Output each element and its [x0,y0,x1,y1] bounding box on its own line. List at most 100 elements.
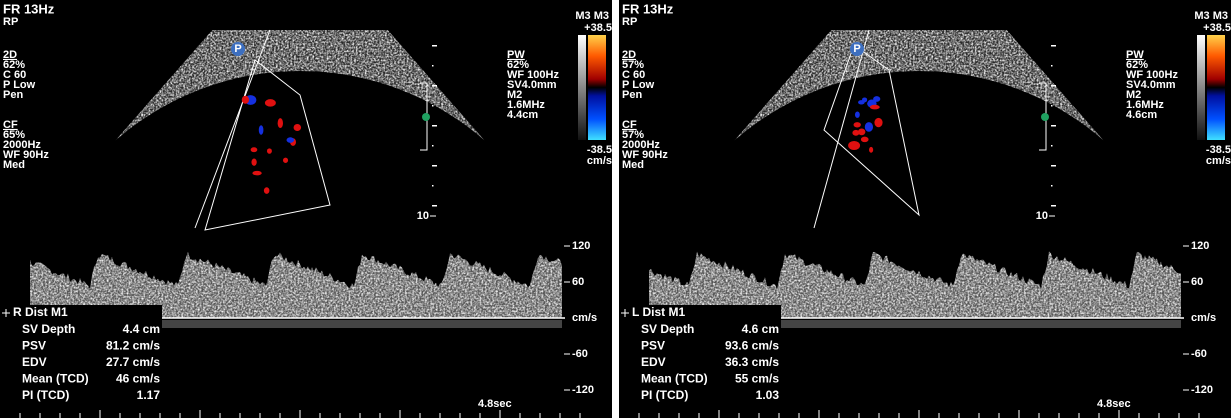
ultrasound-panel: PFR 13HzRP2D57%C 60P LowPenCF57%2000HzWF… [619,0,1231,418]
depth-dot [1051,185,1053,187]
color-flow-spot [848,141,860,150]
color-bar-mode: M3 M3 [575,10,609,22]
measurement-title: L Dist M1 [632,305,685,319]
pw-line: 4.6cm [1126,109,1157,121]
depth-dot [1051,105,1053,107]
measurement-value: 1.03 [756,388,780,402]
measurement-label: Mean (TCD) [22,372,89,386]
depth-dot [1051,45,1056,47]
probe-icon-label: P [853,43,860,55]
color-bar [588,35,606,140]
color-flow-spot [873,96,880,102]
color-flow-spot [870,105,880,110]
color-flow-spot [251,159,256,166]
color-flow-spot [865,122,873,132]
depth-dot [432,45,437,47]
time-label: 4.8sec [1097,398,1131,410]
depth-dot [432,85,437,87]
param-line: Pen [622,89,642,101]
measurement-value: 27.7 cm/s [106,355,160,369]
frame-rate: FR 13Hz [3,1,55,16]
preset: RP [622,16,637,28]
velocity-tick-label: -120 [572,384,594,396]
depth-dot [1051,145,1053,147]
depth-dot [432,65,434,67]
focus-marker [1041,113,1049,121]
pw-line: 4.4cm [507,109,538,121]
color-flow-spot [855,111,860,117]
color-flow-spot [869,147,873,153]
param-line: Med [622,159,644,171]
depth-dot [432,125,437,127]
color-flow-spot [265,99,276,107]
measurement-label: SV Depth [641,322,694,336]
param-line: Med [3,159,25,171]
color-bar-gray [578,35,586,140]
measurement-label: SV Depth [22,322,75,336]
spectrum-below [779,320,1181,328]
measurement-label: EDV [22,355,47,369]
measurement-value: 93.6 cm/s [725,339,779,353]
measurement-value: 36.3 cm/s [725,355,779,369]
velocity-unit: cm/s [572,312,597,324]
color-flow-spot [278,118,283,128]
velocity-tick-label: 60 [572,276,584,288]
depth-dot [1051,85,1056,87]
color-flow-spot [294,124,302,131]
color-bar-unit: cm/s [1206,155,1231,167]
color-bar-gray [1197,35,1205,140]
measurement-title: R Dist M1 [13,305,68,319]
velocity-tick-label: -60 [1191,348,1207,360]
velocity-tick-label: 60 [1191,276,1203,288]
time-label: 4.8sec [478,398,512,410]
color-flow-spot [862,97,867,102]
depth-dot [1051,205,1056,207]
focus-marker [422,113,430,121]
measurement-label: PSV [641,339,665,353]
probe-icon-label: P [234,43,241,55]
depth-dot [432,185,434,187]
ultrasound-screenshot: PFR 13HzRP2D62%C 60P LowPenCF65%2000HzWF… [0,0,1231,418]
velocity-tick-label: -60 [572,348,588,360]
color-bar-max: +38.5 [1203,22,1231,34]
color-flow-spot [861,137,869,143]
measurement-label: PI (TCD) [641,388,688,402]
velocity-tick-label: 120 [1191,240,1209,252]
measurement-value: 46 cm/s [116,372,160,386]
color-flow-spot [287,137,295,143]
color-flow-spot [283,158,288,163]
depth-dot [432,105,434,107]
measurement-label: PSV [22,339,46,353]
depth-dot [432,145,434,147]
color-flow-spot [264,187,270,194]
spectrum-below [160,320,562,328]
param-line: Pen [3,89,23,101]
depth-dot [432,205,437,207]
frame-rate: FR 13Hz [622,1,674,16]
depth-dot [1051,125,1056,127]
measurement-label: EDV [641,355,666,369]
measurement-label: PI (TCD) [22,388,69,402]
color-bar-mode: M3 M3 [1194,10,1228,22]
depth-dot [1051,65,1053,67]
velocity-tick-label: -120 [1191,384,1213,396]
color-bar-max: +38.5 [584,22,612,34]
ultrasound-panel: PFR 13HzRP2D62%C 60P LowPenCF65%2000HzWF… [0,0,612,418]
color-flow-spot [267,148,272,153]
color-flow-spot [242,96,249,104]
depth-label: 10 [1036,210,1048,222]
color-bar-unit: cm/s [587,155,612,167]
preset: RP [3,16,18,28]
measurement-label: Mean (TCD) [641,372,708,386]
measurement-value: 4.6 cm [742,322,779,336]
color-flow-spot [259,125,264,135]
color-flow-spot [251,147,258,152]
color-bar [1207,35,1225,140]
measurement-value: 4.4 cm [123,322,160,336]
color-flow-spot [854,122,861,127]
color-flow-spot [858,129,865,136]
depth-dot [432,165,437,167]
velocity-tick-label: 120 [572,240,590,252]
page: {"panels":[ {"frame_rate":"FR 13Hz","pre… [0,0,1231,418]
measurement-value: 1.17 [137,388,161,402]
